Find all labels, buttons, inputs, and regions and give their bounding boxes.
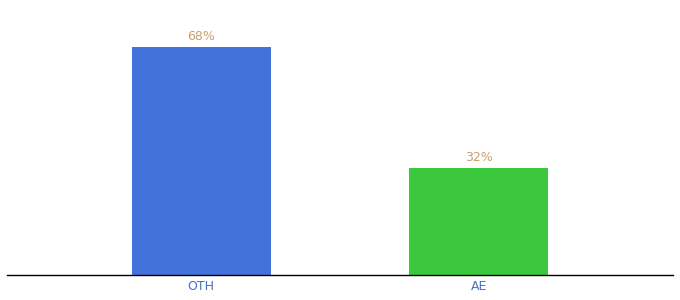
Text: 68%: 68% [187,30,215,43]
Bar [409,168,548,275]
Bar [132,47,271,275]
Text: 32%: 32% [465,151,492,164]
